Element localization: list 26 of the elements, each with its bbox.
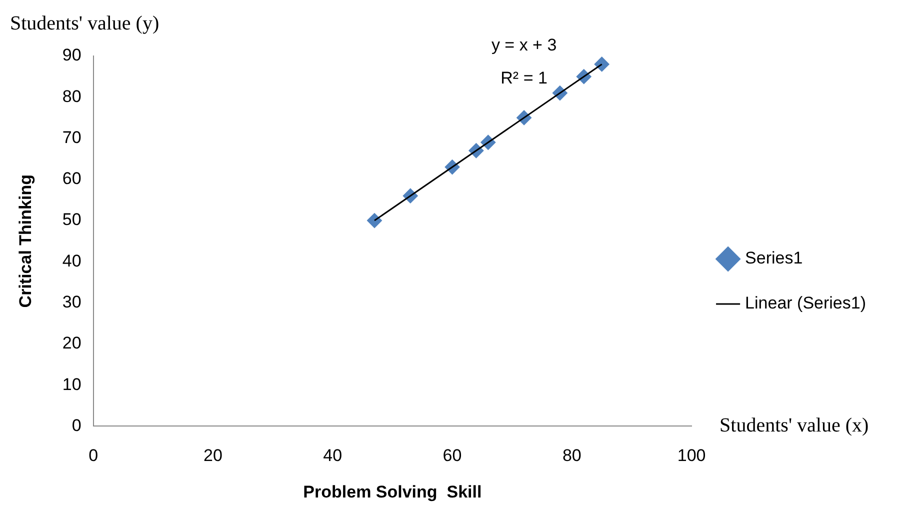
x-tick-label: 60 bbox=[442, 446, 462, 466]
y-tick-label: 90 bbox=[62, 46, 82, 65]
legend-label: Series1 bbox=[745, 248, 803, 268]
x-tick-label: 40 bbox=[323, 446, 342, 466]
point bbox=[366, 213, 382, 228]
x-axis-title: Problem Solving Skill bbox=[303, 482, 482, 502]
y-tick-label: 80 bbox=[62, 86, 82, 106]
y-tick-label: 20 bbox=[62, 334, 82, 353]
text: Students' value (x) bbox=[720, 414, 869, 436]
x-tick-label: 0 bbox=[88, 446, 98, 466]
y-tick-label: 0 bbox=[72, 416, 82, 435]
y-tick-label: 50 bbox=[62, 210, 82, 230]
y-tick-label: 70 bbox=[62, 128, 82, 147]
y-tick-label: 60 bbox=[62, 169, 82, 188]
legend-label: Linear (Series1) bbox=[745, 294, 866, 313]
y-tick-label: 10 bbox=[62, 374, 82, 394]
annotation: R² = 1 bbox=[500, 68, 548, 88]
y-axis-title: Critical Thinking bbox=[16, 174, 35, 308]
x-tick-label: 80 bbox=[562, 446, 582, 466]
x-tick-label: 20 bbox=[204, 446, 222, 466]
text: Students' value (y) bbox=[10, 12, 160, 34]
text: y = x + 3 bbox=[491, 35, 557, 54]
x-tick-label: 100 bbox=[677, 446, 706, 466]
y-tick-label: 30 bbox=[62, 292, 82, 312]
point bbox=[594, 56, 610, 72]
y-tick-label: 40 bbox=[62, 251, 82, 270]
